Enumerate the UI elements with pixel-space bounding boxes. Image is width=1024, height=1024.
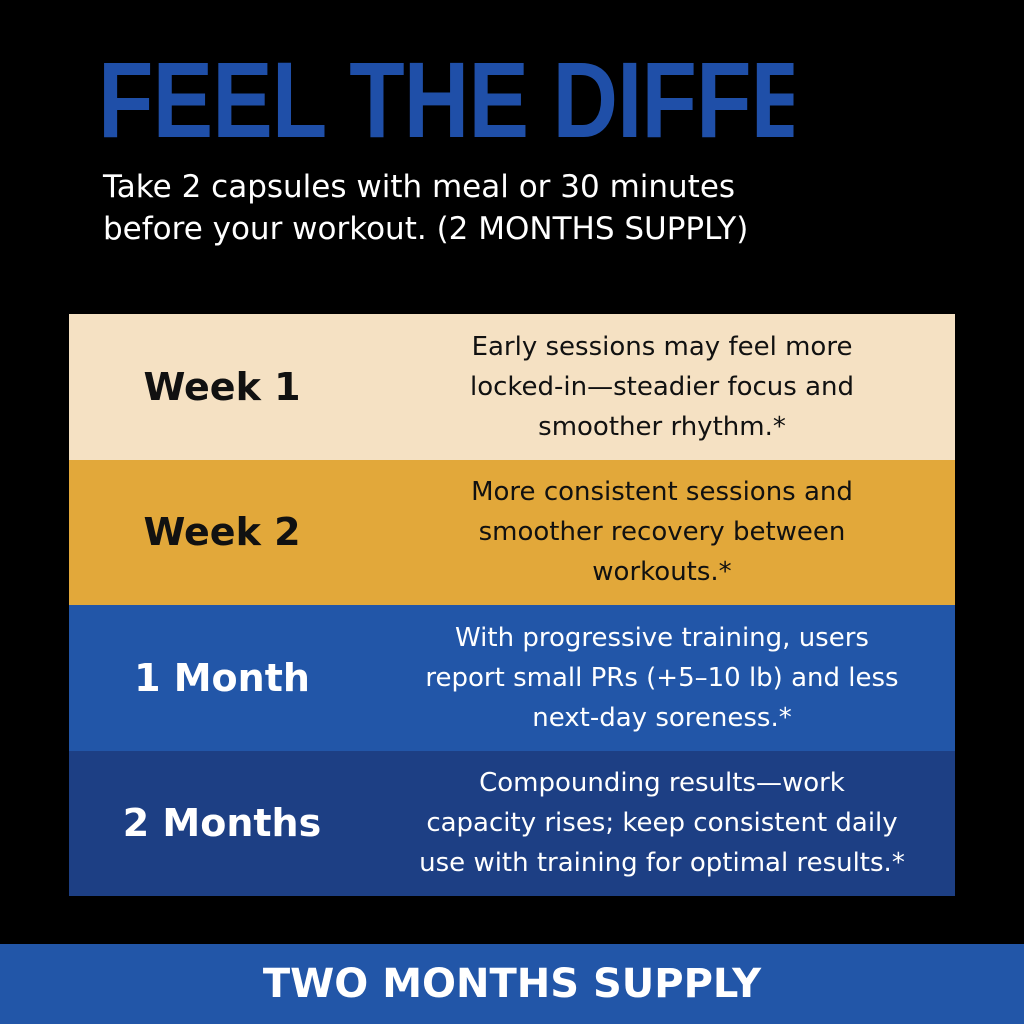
timeline-description-line: With progressive training, users	[455, 622, 869, 653]
timeline-description-line: workouts.*	[592, 557, 732, 588]
timeline-description: Compounding results—work capacity rises;…	[375, 763, 955, 883]
timeline-description-line: Early sessions may feel more	[471, 331, 853, 362]
headline: FEEL THE DIFFERENCE	[98, 40, 794, 160]
timeline-description-line: Compounding results—work	[479, 768, 845, 799]
timeline-period-label: 1 Month	[134, 655, 310, 700]
timeline-row-week-2: Week 2 More consistent sessions and smoo…	[69, 459, 955, 605]
usage-instructions-line-2: before your workout. (2 MONTHS SUPPLY)	[103, 211, 749, 247]
timeline-period-label: Week 1	[143, 364, 301, 409]
results-timeline: Week 1 Early sessions may feel more lock…	[69, 314, 955, 896]
timeline-period-label: 2 Months	[122, 801, 322, 846]
footer-label: TWO MONTHS SUPPLY	[262, 961, 762, 1007]
usage-instructions: Take 2 capsules with meal or 30 minutes …	[103, 166, 903, 250]
usage-instructions-line-1: Take 2 capsules with meal or 30 minutes	[103, 169, 736, 205]
timeline-description: With progressive training, users report …	[375, 618, 955, 738]
timeline-description-line: smoother recovery between	[478, 517, 846, 548]
timeline-description-line: locked-in—steadier focus and	[469, 371, 855, 402]
timeline-row-week-1: Week 1 Early sessions may feel more lock…	[69, 314, 955, 460]
timeline-description-line: capacity rises; keep consistent daily	[426, 808, 898, 839]
timeline-description: More consistent sessions and smoother re…	[375, 472, 955, 592]
timeline-row-1-month: 1 Month With progressive training, users…	[69, 605, 955, 751]
timeline-description-line: More consistent sessions and	[471, 477, 853, 508]
timeline-description: Early sessions may feel more locked-in—s…	[375, 327, 955, 447]
timeline-period-label: Week 2	[143, 510, 301, 555]
timeline-description-line: report small PRs (+5–10 lb) and less	[425, 662, 899, 693]
footer-banner: TWO MONTHS SUPPLY	[0, 944, 1024, 1024]
timeline-description-line: next-day soreness.*	[532, 702, 792, 733]
timeline-description-line: smoother rhythm.*	[538, 411, 786, 442]
timeline-description-line: use with training for optimal results.*	[419, 848, 905, 879]
timeline-row-2-months: 2 Months Compounding results—work capaci…	[69, 750, 955, 896]
